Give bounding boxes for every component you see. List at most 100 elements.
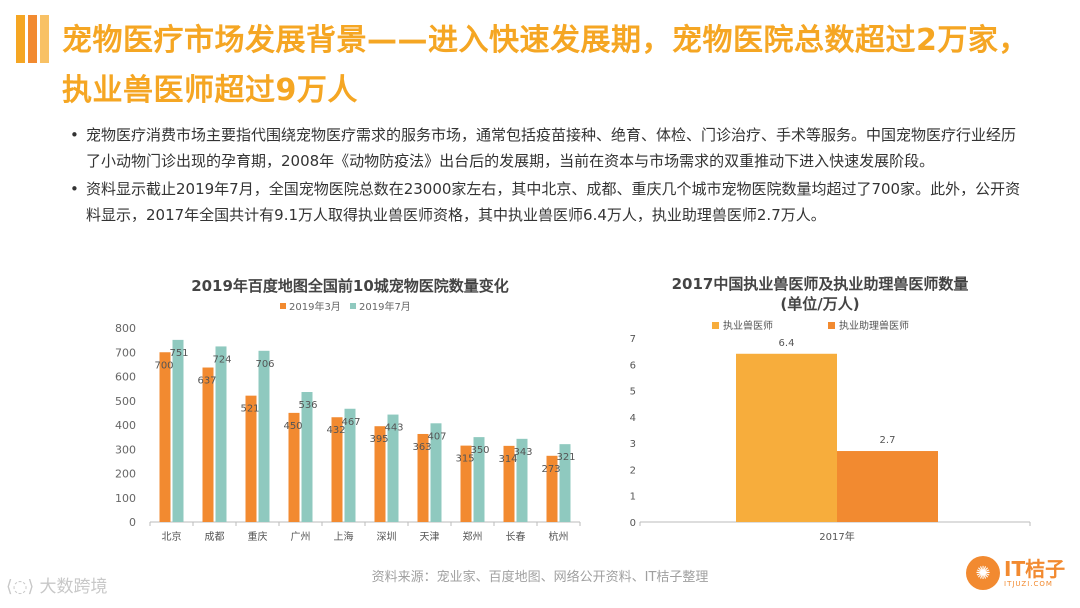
bar <box>202 367 214 522</box>
legend-swatch <box>828 322 835 329</box>
data-label: 700 <box>154 360 173 371</box>
chart2-svg: 执业兽医师 执业助理兽医师 0 1 2 3 4 5 6 7 6.4 2.7 2017年 <box>630 319 1031 543</box>
y-tick-label: 5 <box>630 387 636 398</box>
data-label: 395 <box>369 434 388 445</box>
y-tick-label: 300 <box>115 443 136 456</box>
bar <box>546 455 558 522</box>
data-label: 521 <box>240 404 259 415</box>
bullet-list: 宠物医疗消费市场主要指代围绕宠物医疗需求的服务市场，通常包括疫苗接种、绝育、体检… <box>70 122 1030 228</box>
y-tick-label: 200 <box>115 468 136 481</box>
data-label: 467 <box>341 417 360 428</box>
data-label: 2.7 <box>880 435 896 446</box>
x-tick-label: 广州 <box>291 531 311 543</box>
x-tick-label: 郑州 <box>463 530 483 543</box>
data-label: 343 <box>513 447 532 458</box>
bar <box>159 352 171 522</box>
title-accent-bar-2 <box>28 15 37 63</box>
orange-slice-icon: ✺ <box>966 556 1000 590</box>
bar <box>516 438 528 522</box>
data-label: 315 <box>455 454 474 465</box>
data-label: 321 <box>556 452 575 463</box>
y-tick-label: 800 <box>115 322 136 335</box>
y-tick-label: 0 <box>129 516 136 529</box>
data-label: 407 <box>427 431 446 442</box>
y-tick-label: 500 <box>115 395 136 408</box>
bar <box>559 444 571 522</box>
data-label: 450 <box>283 421 302 432</box>
data-label: 273 <box>541 464 560 475</box>
data-label: 724 <box>212 354 231 365</box>
chart2-title-line2: (单位/万人) <box>780 295 860 313</box>
bar <box>215 346 227 522</box>
watermark-icon: ⟨◌⟩ <box>6 577 40 597</box>
legend-label: 执业兽医师 <box>723 319 773 332</box>
y-tick-label: 7 <box>630 334 636 345</box>
legend-label: 2019年7月 <box>359 300 411 313</box>
bar <box>258 350 270 522</box>
data-label: 706 <box>255 359 274 370</box>
data-label: 432 <box>326 425 345 436</box>
bar <box>417 433 429 522</box>
page-title-line1: 宠物医疗市场发展背景——进入快速发展期，宠物医院总数超过2万家， <box>62 23 1029 58</box>
bar <box>301 392 313 522</box>
x-tick-label: 北京 <box>162 530 182 543</box>
legend-swatch <box>350 303 356 309</box>
chart2-title-line1: 2017中国执业兽医师及执业助理兽医师数量 <box>671 275 969 293</box>
y-tick-label: 1 <box>630 492 636 503</box>
bar <box>245 395 257 522</box>
itjuzi-logo: ✺ IT桔子 ITJUZI.COM <box>966 556 1065 590</box>
page-title-line2: 执业兽医师超过9万人 <box>62 73 358 108</box>
x-tick-label: 重庆 <box>248 530 268 543</box>
watermark-left: ⟨◌⟩ 大数跨境 <box>6 572 108 597</box>
y-tick-label: 6 <box>630 360 636 371</box>
bar <box>172 339 184 522</box>
data-label: 350 <box>470 445 489 456</box>
data-label: 443 <box>384 423 403 434</box>
logo-name: IT桔子 <box>1004 556 1066 581</box>
data-label: 314 <box>498 454 517 465</box>
legend-label: 2019年3月 <box>289 300 341 313</box>
bar <box>344 408 356 522</box>
data-label: 536 <box>298 400 317 411</box>
x-tick-label: 深圳 <box>377 531 397 543</box>
bar <box>430 423 442 522</box>
x-tick-label: 杭州 <box>549 530 569 543</box>
data-label: 751 <box>169 348 188 359</box>
legend-swatch <box>280 303 286 309</box>
x-tick-label: 上海 <box>334 530 354 543</box>
source-note: 资料来源：宠业家、百度地图、网络公开资料、IT桔子整理 <box>371 570 709 585</box>
bar <box>331 417 343 522</box>
x-tick-label: 成都 <box>205 531 225 543</box>
logo-sub: ITJUZI.COM <box>1004 579 1053 588</box>
bullet-item: 资料显示截止2019年7月，全国宠物医院总数在23000家左右，其中北京、成都、… <box>70 176 1030 228</box>
bar <box>503 445 515 522</box>
data-label: 363 <box>412 442 431 453</box>
y-tick-label: 600 <box>115 371 136 384</box>
chart1-svg: 2019年3月 2019年7月 0 100 200 300 400 500 600 700 800 北… <box>115 300 581 543</box>
data-label: 637 <box>197 376 216 387</box>
x-tick-label: 天津 <box>420 531 440 543</box>
bar <box>288 412 300 522</box>
data-label: 6.4 <box>779 338 795 349</box>
legend-swatch <box>712 322 719 329</box>
y-tick-label: 700 <box>115 346 136 359</box>
bar <box>374 426 386 522</box>
bar <box>473 437 485 522</box>
chart2-title: 2017中国执业兽医师及执业助理兽医师数量 (单位/万人) <box>620 274 1020 314</box>
title-accent-bar-1 <box>16 15 25 63</box>
y-tick-label: 400 <box>115 419 136 432</box>
bar <box>837 451 938 522</box>
bar <box>460 445 472 522</box>
watermark-text: 大数跨境 <box>39 577 108 597</box>
chart1-title: 2019年百度地图全国前10城宠物医院数量变化 <box>191 277 509 295</box>
y-tick-label: 4 <box>630 413 636 424</box>
y-tick-label: 0 <box>630 518 636 529</box>
x-tick-label: 2017年 <box>819 530 854 543</box>
x-tick-label: 长春 <box>506 531 526 543</box>
bullet-item: 宠物医疗消费市场主要指代围绕宠物医疗需求的服务市场，通常包括疫苗接种、绝育、体检… <box>70 122 1030 174</box>
y-tick-label: 2 <box>630 465 636 476</box>
y-tick-label: 100 <box>115 492 136 505</box>
bar <box>736 353 837 522</box>
legend-label: 执业助理兽医师 <box>839 319 909 332</box>
page-title: 宠物医疗市场发展背景——进入快速发展期，宠物医院总数超过2万家， 执业兽医师超过… <box>62 16 1062 116</box>
